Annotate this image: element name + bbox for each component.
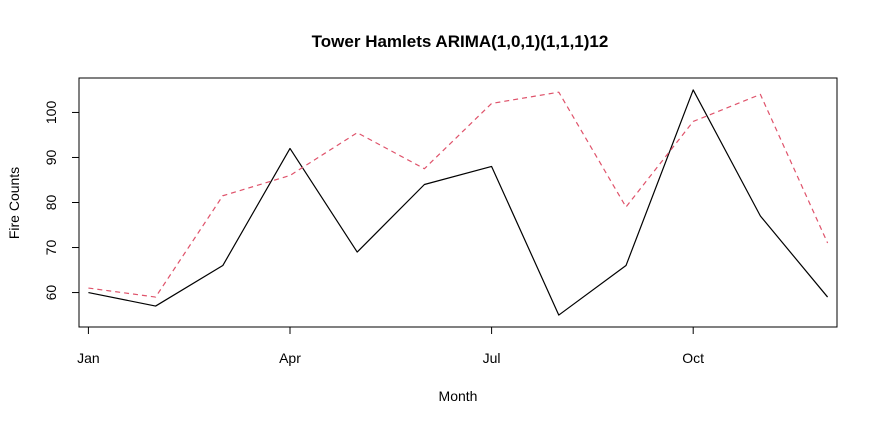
x-tick-label: Apr — [279, 350, 301, 366]
x-axis: Jan Apr Jul Oct — [77, 326, 704, 366]
series-layer — [88, 89, 829, 316]
series-line-2 — [88, 91, 829, 298]
y-axis-label: Fire Counts — [6, 167, 22, 239]
chart-title: Tower Hamlets ARIMA(1,0,1)(1,1,1)12 — [312, 32, 609, 51]
x-tick-label: Jul — [483, 350, 501, 366]
x-tick-label: Jan — [77, 350, 100, 366]
plot-frame — [78, 77, 838, 328]
y-tick-label: 70 — [43, 240, 59, 256]
y-tick-label: 80 — [43, 195, 59, 211]
series-line-1 — [88, 89, 829, 316]
x-axis-label: Month — [439, 388, 478, 404]
y-axis: 60 70 80 90 100 — [43, 101, 80, 301]
y-tick-label: 100 — [43, 101, 59, 125]
y-tick-label: 90 — [43, 149, 59, 165]
x-tick-label: Oct — [682, 350, 704, 366]
y-tick-label: 60 — [43, 285, 59, 301]
